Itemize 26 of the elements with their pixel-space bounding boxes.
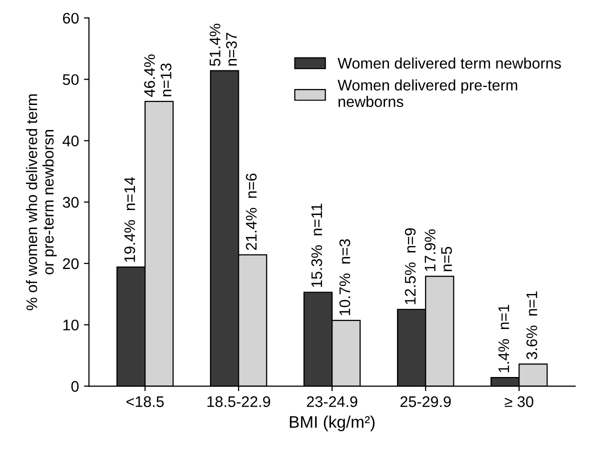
- y-tick-label: 20: [63, 258, 79, 270]
- y-tick-label: 10: [63, 320, 79, 330]
- data-label: 10.7% n=3: [339, 239, 350, 316]
- y-tick-label: 40: [62, 136, 79, 146]
- data-label: 3.6% n=1: [526, 291, 538, 360]
- x-tick-label: <18.5: [126, 396, 164, 408]
- legend-label: Women delivered pre-term newborns: [338, 79, 518, 108]
- y-tick-label: 50: [62, 74, 79, 86]
- data-label: 17.9% n=5: [424, 229, 452, 272]
- data-label: 12.5% n=9: [404, 228, 416, 304]
- y-axis-title: % of women who delivered term or pre-term newborsn: [26, 94, 57, 310]
- y-tick-label: 30: [62, 196, 79, 208]
- data-label: 21.4% n=6: [246, 174, 257, 250]
- data-label: 19.4% n=14: [124, 177, 136, 262]
- legend-label: Women delivered term newborns: [338, 57, 561, 69]
- data-label: 51.4% n=37: [210, 24, 237, 66]
- x-axis-title: BMI (kg/m²): [290, 416, 375, 432]
- x-tick-label: ≥ 30: [504, 396, 534, 408]
- x-tick-label: 25-29.9: [400, 396, 451, 408]
- data-label: 46.4% n=13: [144, 54, 172, 97]
- y-tick-label: 0: [71, 381, 79, 392]
- x-tick-label: 18.5-22.9: [207, 396, 270, 408]
- data-label: 1.4% n=1: [498, 304, 510, 372]
- data-label: 15.3% n=11: [311, 204, 322, 287]
- y-tick-label: 60: [63, 12, 79, 24]
- x-tick-label: 23-24.9: [306, 396, 358, 408]
